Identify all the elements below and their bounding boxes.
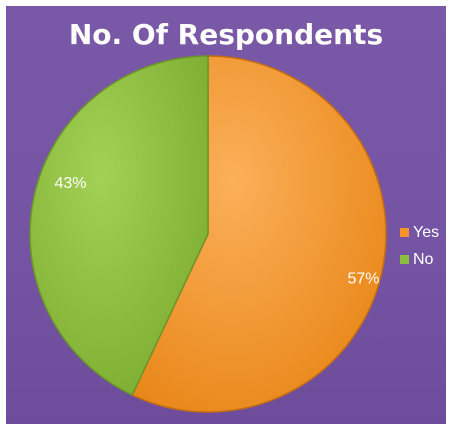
- legend-label-no: No: [413, 251, 433, 269]
- chart-legend: Yes No: [400, 219, 439, 273]
- data-label-no: 43%: [54, 175, 86, 192]
- legend-swatch-yes: [400, 228, 409, 237]
- legend-swatch-no: [400, 255, 409, 264]
- pie-chart: 57% 43%: [6, 6, 446, 424]
- data-label-yes: 57%: [347, 271, 379, 288]
- legend-label-yes: Yes: [413, 224, 439, 242]
- legend-item-no[interactable]: No: [400, 246, 439, 273]
- chart-area: No. Of Respondents 57% 43% Yes No: [6, 6, 446, 424]
- legend-item-yes[interactable]: Yes: [400, 219, 439, 246]
